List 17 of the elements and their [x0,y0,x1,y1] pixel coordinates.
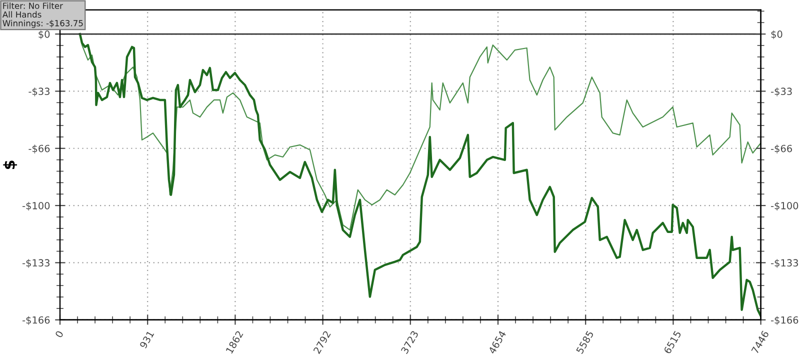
y-tick-label: -$133 [22,259,50,268]
y-tick-label: -$100 [22,202,50,211]
y2-tick-label: -$100 [771,202,798,211]
y2-tick-label: -$133 [771,259,798,268]
y-tick-label: $0 [38,30,50,40]
annotation: Filter: No Filter All Hands Winnings: -$163.75 [2,2,83,28]
y-tick-label: -$66 [28,144,50,154]
x-tick-label: 0 [54,330,64,338]
y-tick-label: -$166 [22,316,50,325]
x-tick-label: 931 [139,330,154,349]
y2-tick-label: $0 [771,30,782,40]
y2-tick-label: -$33 [771,88,792,96]
y-axis-title: $ [3,160,18,170]
y-tick-label: -$33 [28,88,50,96]
y2-tick-label: -$66 [771,144,792,154]
y2-tick-label: -$166 [771,316,798,325]
line-series [78,32,761,318]
